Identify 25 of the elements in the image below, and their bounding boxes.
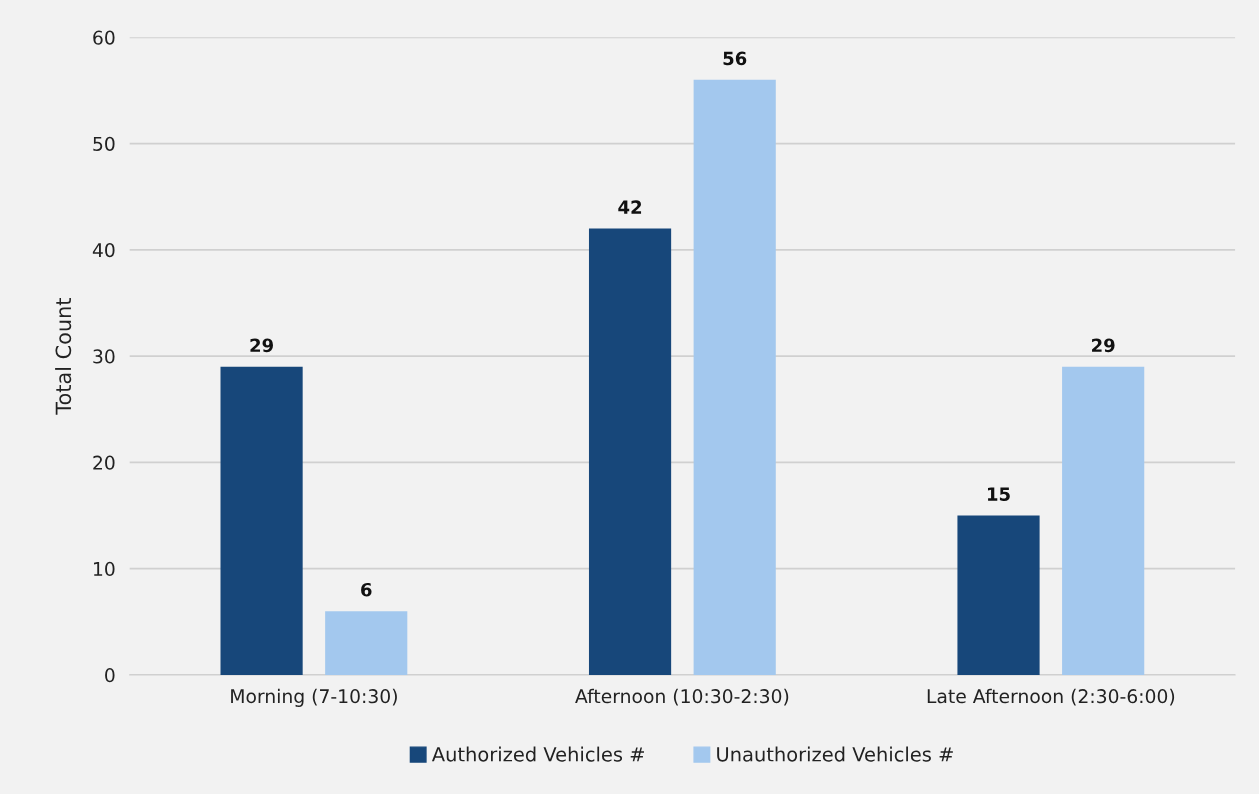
data-label: 56 — [723, 51, 747, 66]
y-tick-label: 30 — [93, 349, 115, 364]
x-tick-label: Morning (7-10:30) — [231, 688, 397, 707]
legend-label: Authorized Vehicles # — [431, 746, 644, 762]
y-tick-label: 0 — [105, 668, 115, 683]
y-tick-label: 40 — [92, 243, 115, 258]
data-label: 42 — [618, 200, 642, 214]
bar — [693, 79, 776, 675]
y-tick-label: 10 — [93, 561, 115, 577]
data-label: 6 — [361, 582, 372, 597]
bar — [220, 366, 303, 675]
y-tick-label: 20 — [93, 455, 115, 470]
y-tick-label: 50 — [93, 136, 115, 151]
data-label: 29 — [1092, 338, 1115, 353]
bar — [588, 228, 672, 675]
y-axis-title: Total Count — [55, 298, 72, 415]
legend-label: Unauthorized Vehicles # — [717, 746, 953, 762]
y-tick-label: 60 — [93, 30, 115, 45]
bar — [957, 515, 1040, 675]
x-tick-label: Late Afternoon (2:30-6:00) — [927, 688, 1175, 706]
bar — [1062, 366, 1145, 675]
bar — [325, 611, 408, 675]
data-label: 15 — [988, 487, 1010, 501]
data-label: 29 — [250, 338, 273, 353]
x-tick-label: Afternoon (10:30-2:30) — [575, 688, 789, 706]
